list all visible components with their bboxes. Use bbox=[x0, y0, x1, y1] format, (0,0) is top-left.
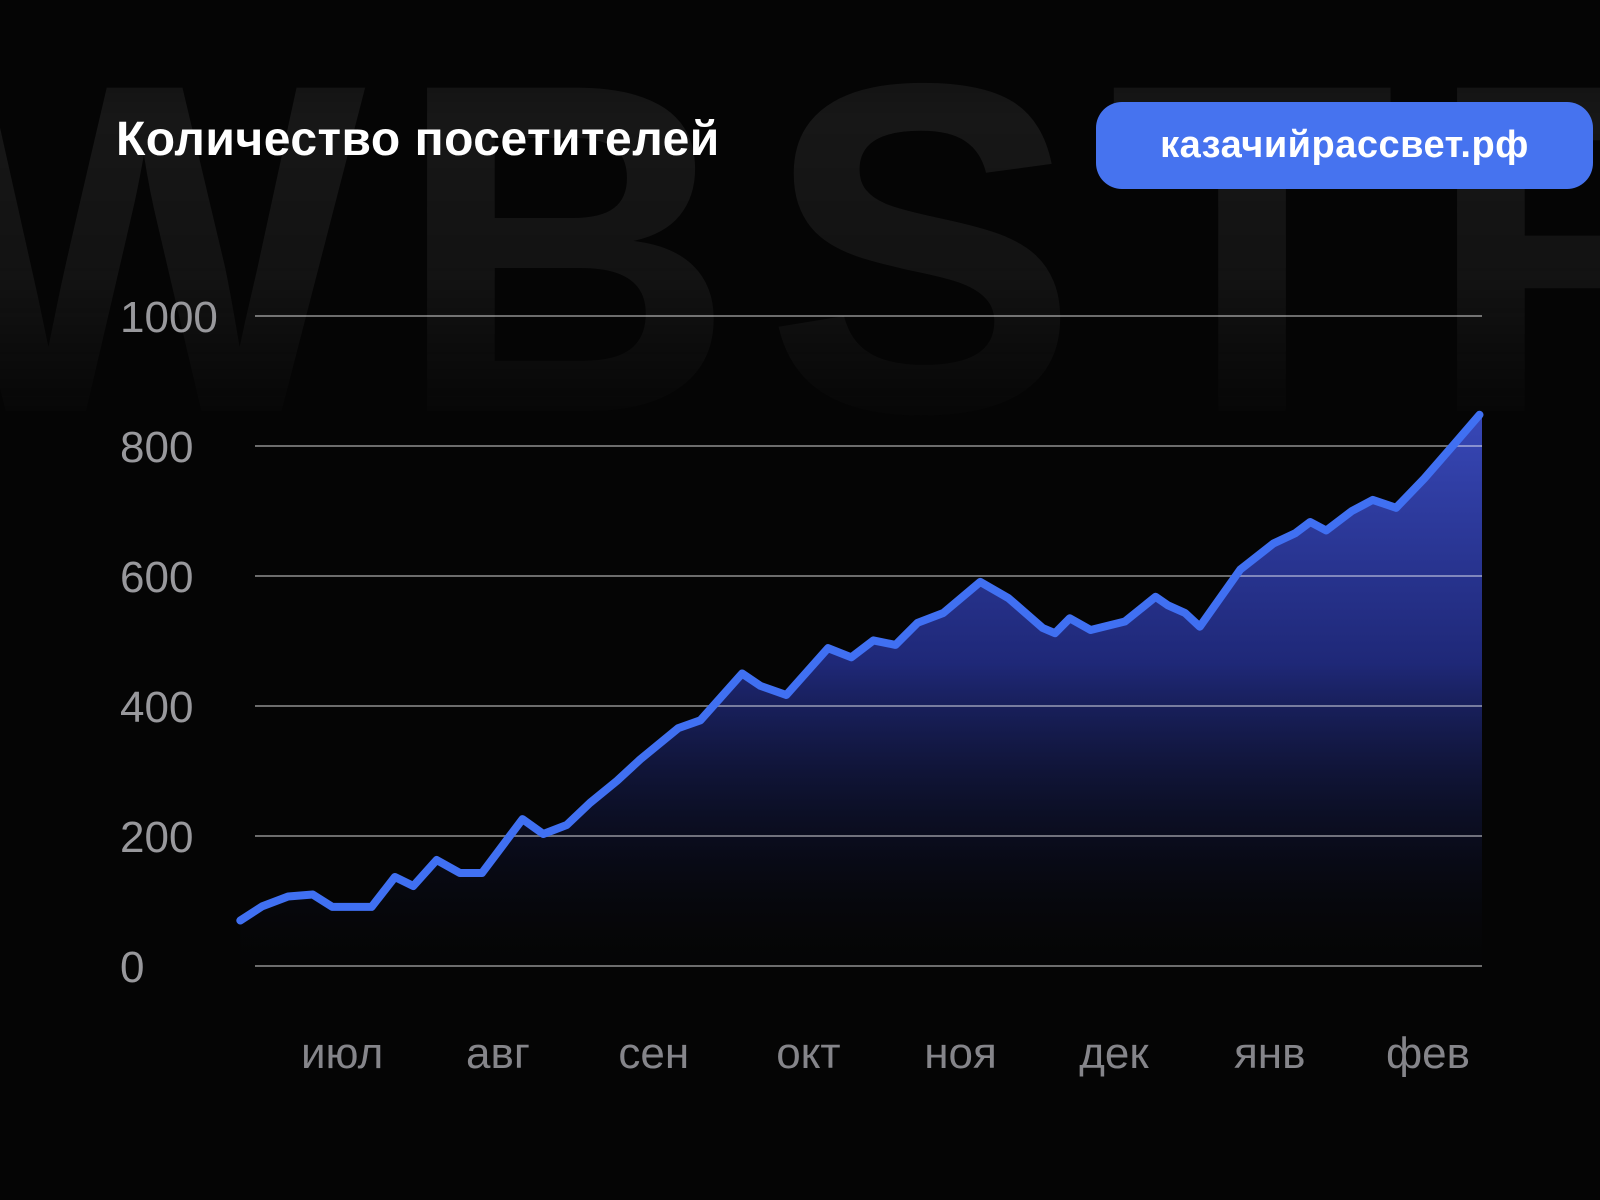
x-tick-label-ноя: ноя bbox=[924, 1029, 997, 1078]
x-tick-label-окт: окт bbox=[776, 1029, 840, 1078]
x-tick-label-июл: июл bbox=[301, 1029, 383, 1078]
series-line bbox=[236, 410, 1484, 925]
y-tick-label-800: 800 bbox=[120, 423, 193, 472]
x-tick-label-сен: сен bbox=[618, 1029, 689, 1078]
y-tick-label-200: 200 bbox=[120, 813, 193, 862]
watermark-text: WBSTR bbox=[0, 14, 1600, 484]
domain-badge: казачийрассвет.рф bbox=[1096, 102, 1593, 189]
y-tick-label-400: 400 bbox=[120, 683, 193, 732]
x-tick-label-дек: дек bbox=[1079, 1029, 1149, 1078]
x-tick-label-янв: янв bbox=[1234, 1029, 1306, 1078]
x-tick-label-авг: авг bbox=[466, 1029, 530, 1078]
y-tick-label-600: 600 bbox=[120, 553, 193, 602]
x-tick-label-фев: фев bbox=[1386, 1029, 1470, 1078]
series-area-fill bbox=[240, 414, 1482, 966]
y-tick-label-0: 0 bbox=[120, 943, 144, 992]
page-title: Количество посетителей bbox=[116, 113, 720, 166]
domain-badge-label: казачийрассвет.рф bbox=[1160, 124, 1529, 166]
y-tick-label-1000: 1000 bbox=[120, 293, 218, 342]
